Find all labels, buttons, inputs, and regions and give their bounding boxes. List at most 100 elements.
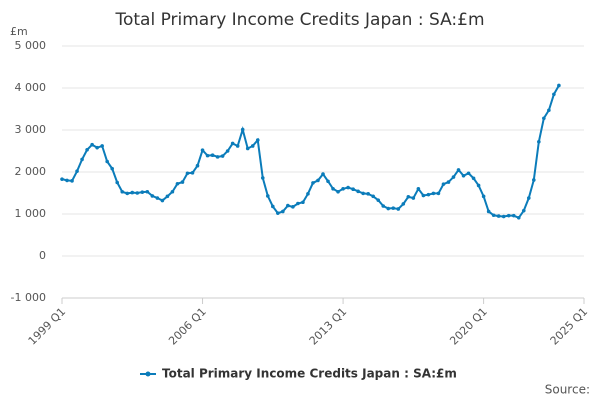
- data-point: [311, 181, 315, 185]
- data-point: [145, 189, 150, 194]
- data-point: [276, 211, 280, 215]
- data-point: [125, 191, 130, 196]
- data-point: [155, 196, 160, 200]
- data-point: [351, 187, 355, 192]
- data-point: [165, 194, 170, 199]
- data-point: [200, 148, 205, 152]
- x-tick-label: 2006 Q1: [166, 305, 209, 348]
- data-point: [90, 142, 94, 147]
- data-point: [60, 177, 64, 181]
- y-tick-label: 2 000: [15, 165, 47, 178]
- data-point: [326, 179, 330, 184]
- chart-title: Total Primary Income Credits Japan : SA:…: [114, 10, 484, 30]
- y-tick-label: 0: [39, 249, 46, 262]
- data-point: [260, 176, 265, 180]
- data-point: [190, 171, 195, 175]
- data-point: [436, 191, 441, 196]
- data-point: [471, 176, 476, 181]
- data-point: [396, 207, 401, 211]
- x-tick-label: 2013 Q1: [307, 305, 350, 348]
- y-axis-label: £m: [10, 25, 28, 38]
- data-point: [80, 157, 84, 162]
- data-point: [376, 198, 381, 202]
- data-point: [140, 190, 145, 194]
- data-point: [516, 215, 521, 220]
- data-point: [547, 108, 551, 113]
- data-point: [441, 182, 446, 186]
- data-point: [306, 192, 310, 196]
- source: Source:: [545, 383, 590, 397]
- data-point: [356, 189, 360, 194]
- data-point: [461, 173, 466, 178]
- data-point: [532, 178, 536, 182]
- data-point: [552, 92, 556, 97]
- data-point: [245, 146, 250, 151]
- data-point: [336, 189, 340, 194]
- data-point: [381, 204, 386, 208]
- data-point: [331, 187, 335, 191]
- data-point: [105, 159, 109, 164]
- data-point: [235, 144, 240, 148]
- data-point: [210, 153, 215, 157]
- data-point: [406, 194, 411, 199]
- data-point: [265, 194, 270, 198]
- data-point: [401, 202, 406, 206]
- data-point: [130, 190, 135, 195]
- data-point: [366, 192, 370, 196]
- data-point: [526, 196, 531, 200]
- y-tick-label: 5 000: [15, 39, 47, 52]
- data-point: [321, 172, 325, 176]
- data-point: [215, 155, 220, 159]
- data-point: [542, 116, 546, 121]
- data-point: [115, 180, 120, 185]
- data-point: [195, 163, 200, 168]
- x-tick-label: 2025 Q1: [548, 305, 591, 348]
- legend-label: Total Primary Income Credits Japan : SA:…: [162, 367, 457, 381]
- data-point: [501, 214, 506, 219]
- data-point: [521, 208, 526, 213]
- data-point: [296, 201, 300, 206]
- x-tick-label: 2020 Q1: [447, 305, 490, 348]
- data-point: [301, 200, 305, 205]
- data-point: [496, 214, 501, 218]
- data-point: [230, 141, 235, 146]
- data-point: [120, 189, 125, 194]
- data-point: [386, 206, 391, 211]
- data-point: [110, 166, 114, 171]
- data-point: [225, 149, 230, 153]
- data-point: [371, 194, 375, 199]
- series-line: [61, 84, 560, 220]
- data-point: [486, 209, 491, 214]
- data-point: [451, 175, 456, 179]
- data-point: [65, 178, 69, 183]
- data-point: [150, 194, 155, 198]
- data-point: [481, 194, 486, 199]
- data-point: [185, 171, 190, 176]
- data-point: [175, 181, 180, 186]
- data-point: [180, 180, 185, 184]
- data-point: [391, 206, 396, 210]
- data-point: [75, 169, 79, 173]
- data-point: [286, 203, 290, 208]
- data-point: [466, 171, 471, 176]
- x-tick-label: 1999 Q1: [26, 305, 69, 348]
- data-point: [281, 209, 285, 214]
- data-point: [421, 193, 426, 198]
- data-point: [240, 127, 245, 132]
- data-point: [135, 191, 140, 195]
- data-point: [416, 187, 421, 191]
- data-point: [95, 145, 99, 150]
- data-point: [160, 198, 165, 203]
- data-point: [361, 191, 365, 196]
- data-point: [431, 191, 436, 196]
- data-point: [271, 204, 275, 209]
- data-point: [291, 205, 295, 209]
- y-tick-label: 1 000: [15, 207, 47, 220]
- data-point: [411, 196, 416, 200]
- data-point: [205, 153, 210, 158]
- data-point: [70, 179, 74, 183]
- data-point: [446, 180, 451, 184]
- data-point: [255, 138, 260, 142]
- data-point: [557, 83, 561, 88]
